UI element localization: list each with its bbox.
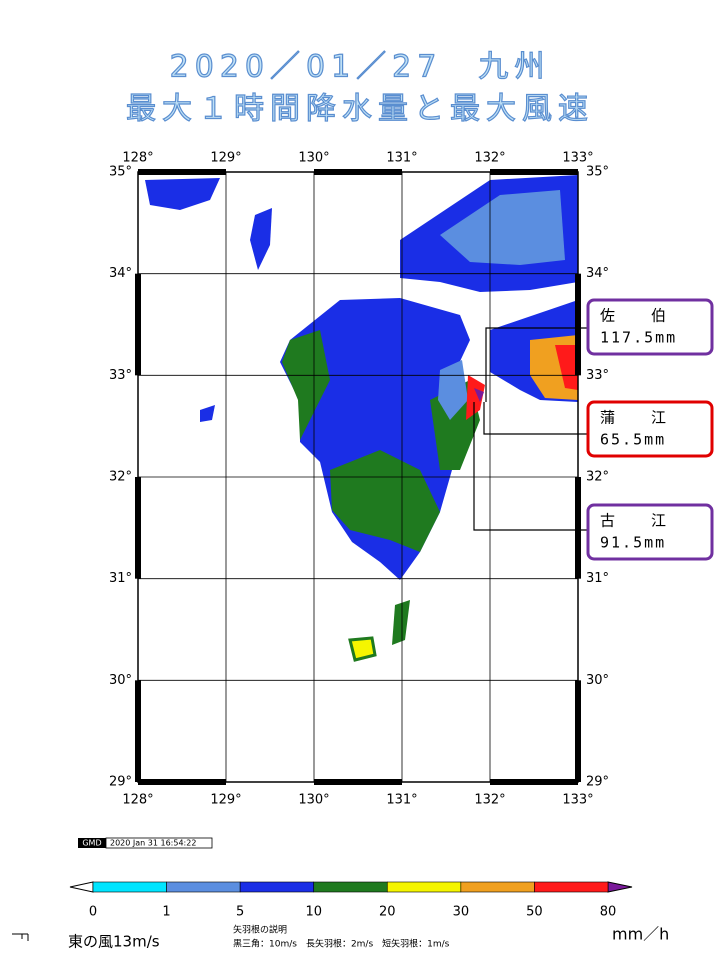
lat-label-right: 30° (586, 673, 609, 688)
lon-label-bottom: 128° (122, 793, 153, 808)
goto (200, 405, 215, 422)
colorbar-label: 20 (379, 905, 396, 920)
lon-label-top: 128° (122, 151, 153, 166)
callout-name: 佐 伯 (600, 307, 668, 325)
callout-box (586, 298, 714, 356)
lat-label-left: 34° (109, 266, 132, 281)
lon-label-bottom: 131° (386, 793, 417, 808)
lon-label-bottom: 129° (210, 793, 241, 808)
colorbar-label: 1 (162, 905, 170, 920)
rain-green-s (330, 450, 440, 552)
lat-label-left: 32° (109, 470, 132, 485)
rain-green-w (282, 330, 330, 440)
colorbar-label: 30 (453, 905, 470, 920)
colorbar-segment (313, 881, 388, 893)
frame (137, 171, 579, 783)
callout-box (586, 503, 714, 561)
colorbar-segment (166, 881, 241, 893)
lat-label-right: 31° (586, 571, 609, 586)
lon-label-bottom: 133° (562, 793, 593, 808)
stamp-logo-bg (78, 838, 106, 848)
lat-label-left: 35° (109, 165, 132, 180)
callout-line (473, 402, 588, 531)
wind-label: 東の風13m/s (68, 933, 160, 951)
lon-label-bottom: 132° (474, 793, 505, 808)
legend-unit: mm／h (612, 925, 669, 944)
colorbar-segment (534, 881, 609, 893)
rain-light (440, 190, 565, 265)
korea-coast (145, 178, 220, 210)
callout-box (586, 400, 714, 458)
callout-name: 古 江 (600, 512, 668, 530)
lon-label-top: 130° (298, 151, 329, 166)
colorbar-label: 50 (526, 905, 543, 920)
callout-value: 117.5mm (600, 329, 677, 347)
colorbar-segment (460, 881, 535, 893)
stamp-time: 2020 Jan 31 16:54:22 (110, 839, 196, 848)
lat-label-left: 33° (109, 368, 132, 383)
title-line1: 2020／01／27 九州 (170, 50, 551, 85)
wind-note-title: 矢羽根の説明 (233, 924, 287, 936)
lon-label-top: 132° (474, 151, 505, 166)
callout-value: 65.5mm (600, 431, 666, 449)
yakushima (348, 636, 377, 662)
colorbar-label: 10 (305, 905, 322, 920)
stamp-logo: GMD (82, 839, 101, 848)
stamp-box (105, 837, 213, 849)
callout-line (483, 402, 588, 435)
colorbar-segment (386, 881, 462, 893)
callout-line (485, 327, 588, 402)
tanegashima (392, 600, 410, 645)
colorbar-label: 80 (600, 905, 617, 920)
lon-label-top: 129° (210, 151, 241, 166)
callout-name: 蒲 江 (600, 409, 668, 427)
lon-label-top: 133° (562, 151, 593, 166)
lat-label-right: 35° (586, 165, 609, 180)
lat-label-left: 31° (109, 571, 132, 586)
lon-label-top: 131° (386, 151, 417, 166)
lat-label-left: 30° (109, 673, 132, 688)
colorbar-segment (239, 881, 315, 893)
tsushima (250, 208, 272, 270)
lat-label-left: 29° (109, 775, 132, 790)
rain-purple (474, 388, 484, 402)
lat-label-right: 34° (586, 266, 609, 281)
rain-red-2 (555, 345, 578, 390)
rain-red (466, 375, 485, 420)
lat-label-right: 33° (586, 368, 609, 383)
colorbar-label: 0 (89, 905, 97, 920)
colorbar-end-high (607, 881, 633, 893)
colorbar-segment (92, 881, 167, 893)
colorbar-label: 5 (236, 905, 244, 920)
lat-label-right: 32° (586, 470, 609, 485)
title-line2: 最大１時間降水量と最大風速 (126, 92, 594, 127)
lat-label-right: 29° (586, 775, 609, 790)
colorbar-end-low (69, 881, 94, 893)
callout-value: 91.5mm (600, 534, 666, 552)
wind-barb-icon (12, 933, 29, 941)
wind-note: 黒三角：10m/s 長矢羽根：2m/s 短矢羽根：1m/s (233, 938, 450, 950)
lon-label-bottom: 130° (298, 793, 329, 808)
map: 128° 128° 129° 129° 130° 130° 131° 131° 132° 132°… (109, 151, 609, 808)
